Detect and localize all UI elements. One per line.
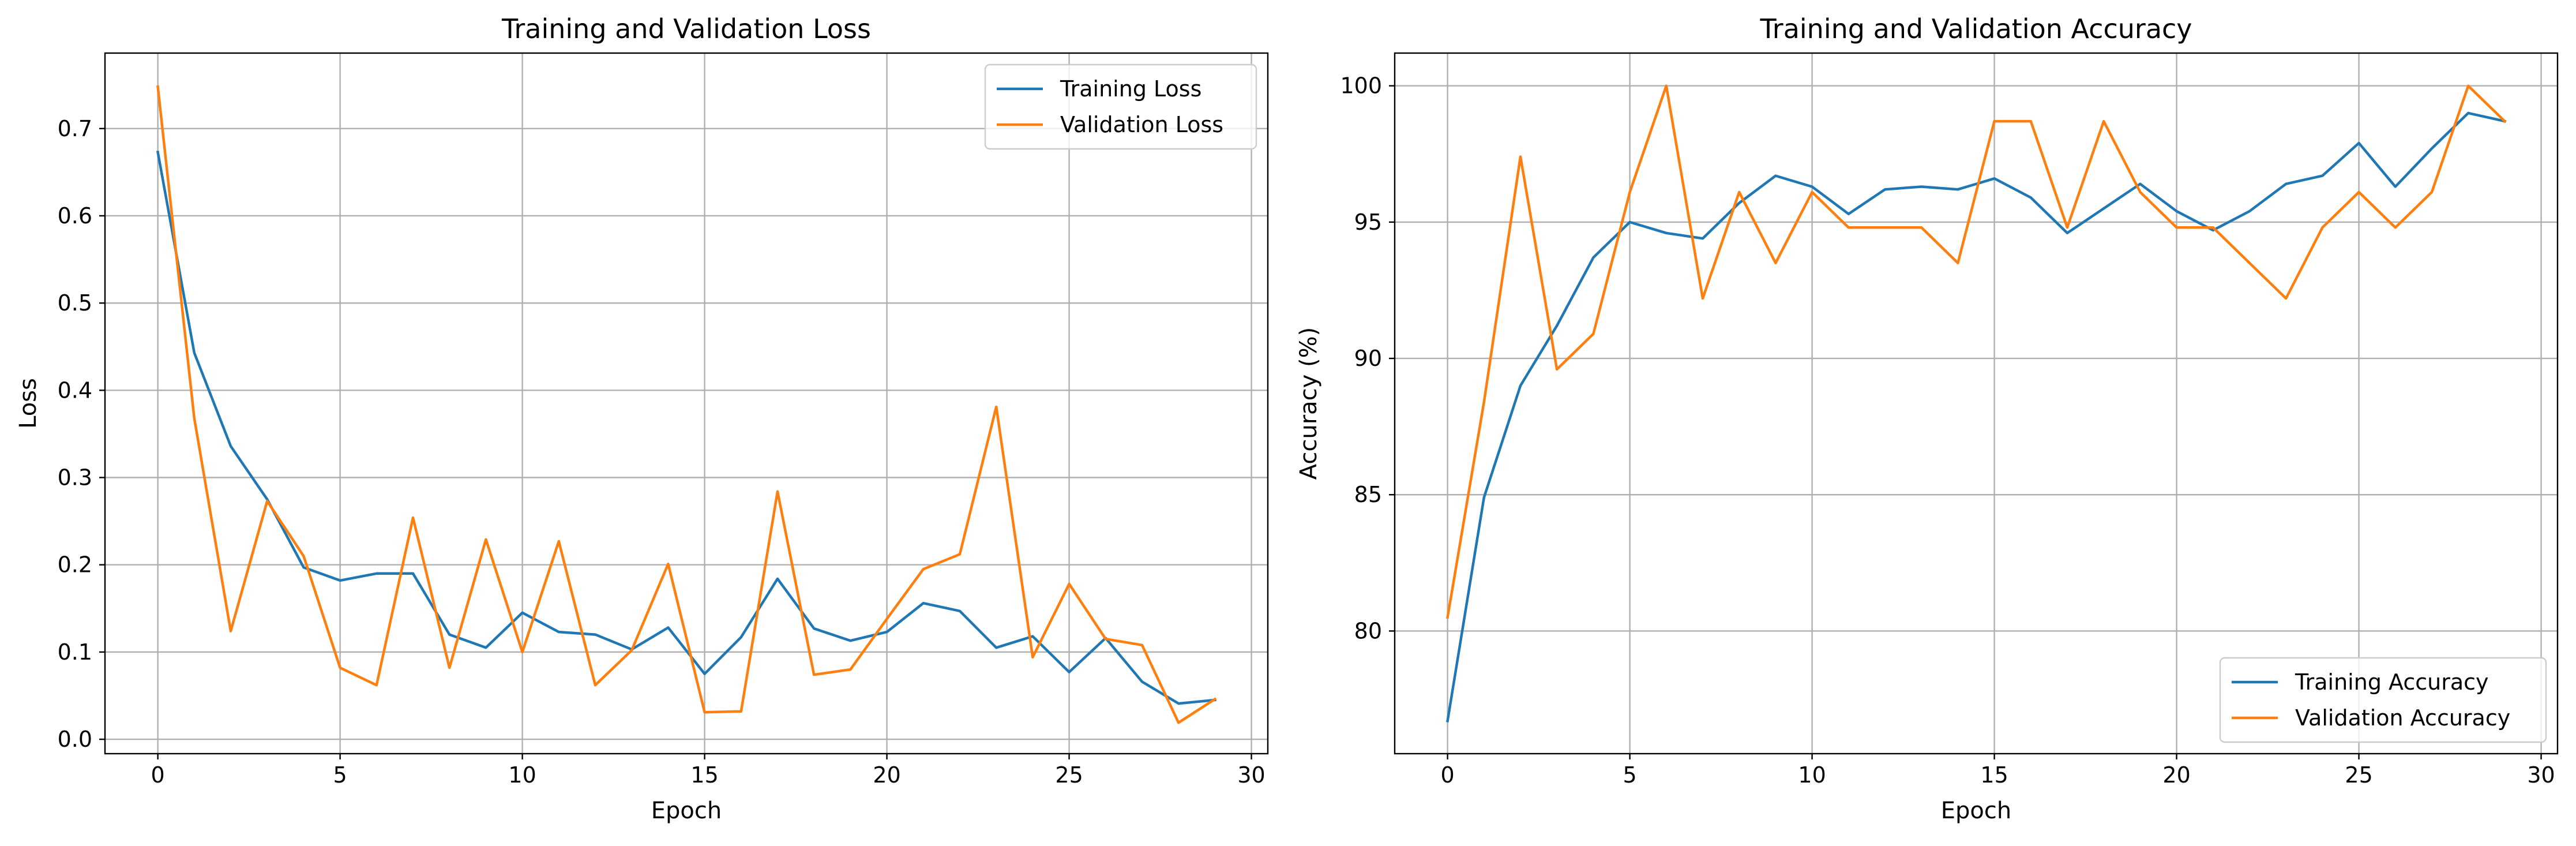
legend-entry: Validation Loss (1060, 112, 1223, 137)
y-tick-label: 0.6 (58, 203, 92, 229)
legend-box (2219, 657, 2547, 743)
series-line-validation-accuracy (1446, 84, 2507, 619)
y-tick-label: 0.7 (58, 116, 92, 141)
series-line-validation-loss (156, 85, 1217, 724)
x-axis-label: Epoch (1941, 798, 2011, 824)
y-tick-label: 0.0 (58, 727, 92, 752)
x-axis-ticks: 0 5 10 15 20 25 30 (1441, 754, 2555, 788)
legend-entry: Validation Accuracy (2295, 705, 2510, 731)
legend-entry: Training Accuracy (2295, 669, 2489, 695)
x-tick-label: 30 (2527, 762, 2555, 788)
x-tick-label: 15 (690, 762, 718, 788)
series-lines (156, 85, 1217, 724)
legend-entry: Training Loss (1060, 76, 1201, 102)
x-tick-label: 30 (1237, 762, 1265, 788)
y-axis-ticks: 0.0 0.1 0.2 0.3 0.4 0.5 0.6 0.7 (58, 116, 105, 752)
y-tick-label: 95 (1354, 209, 1382, 235)
y-tick-label: 0.4 (58, 377, 92, 403)
legend-box (984, 63, 1257, 150)
plot-frame (1394, 52, 2559, 755)
y-axis-ticks: 80 85 90 95 100 (1340, 73, 1395, 643)
y-tick-label: 0.5 (58, 290, 92, 316)
grid-lines (1395, 53, 2558, 754)
series-lines (1446, 84, 2507, 723)
y-tick-label: 90 (1354, 346, 1382, 371)
y-tick-label: 0.2 (58, 552, 92, 578)
x-tick-label: 20 (873, 762, 900, 788)
y-tick-label: 0.1 (58, 639, 92, 665)
x-tick-label: 10 (1798, 762, 1826, 788)
y-tick-label: 85 (1354, 482, 1382, 507)
series-line-training-loss (156, 150, 1216, 705)
y-axis-label: Loss (15, 378, 42, 429)
x-tick-label: 10 (508, 762, 536, 788)
plot-frame (104, 52, 1269, 755)
chart-title: Training and Validation Loss (501, 13, 871, 44)
x-tick-label: 0 (1441, 762, 1455, 788)
y-axis-label: Accuracy (%) (1295, 327, 1322, 480)
series-line-training-accuracy (1446, 111, 2507, 723)
legend: Training Loss Validation Loss (984, 63, 1257, 150)
grid-lines (105, 53, 1268, 754)
y-tick-label: 80 (1354, 618, 1382, 643)
x-tick-label: 20 (2162, 762, 2190, 788)
chart-title: Training and Validation Accuracy (1759, 13, 2192, 44)
x-tick-label: 25 (2345, 762, 2372, 788)
x-tick-label: 5 (1623, 762, 1637, 788)
x-axis-ticks: 0 5 10 15 20 25 30 (151, 754, 1266, 788)
y-tick-label: 100 (1340, 73, 1382, 99)
accuracy-chart-panel: 0 5 10 15 20 25 30 80 85 90 95 100 Training and Vali… (1295, 13, 2559, 824)
x-tick-label: 0 (151, 762, 165, 788)
x-tick-label: 5 (333, 762, 347, 788)
x-axis-label: Epoch (651, 798, 722, 824)
y-tick-label: 0.3 (58, 465, 92, 491)
x-tick-label: 15 (1980, 762, 2008, 788)
loss-chart-panel: 0 5 10 15 20 25 30 0.0 0.1 0.2 0.3 0.4 0.5 0.6 0.7 Trai… (15, 13, 1269, 824)
legend: Training Accuracy Validation Accuracy (2219, 657, 2547, 743)
x-tick-label: 25 (1055, 762, 1083, 788)
